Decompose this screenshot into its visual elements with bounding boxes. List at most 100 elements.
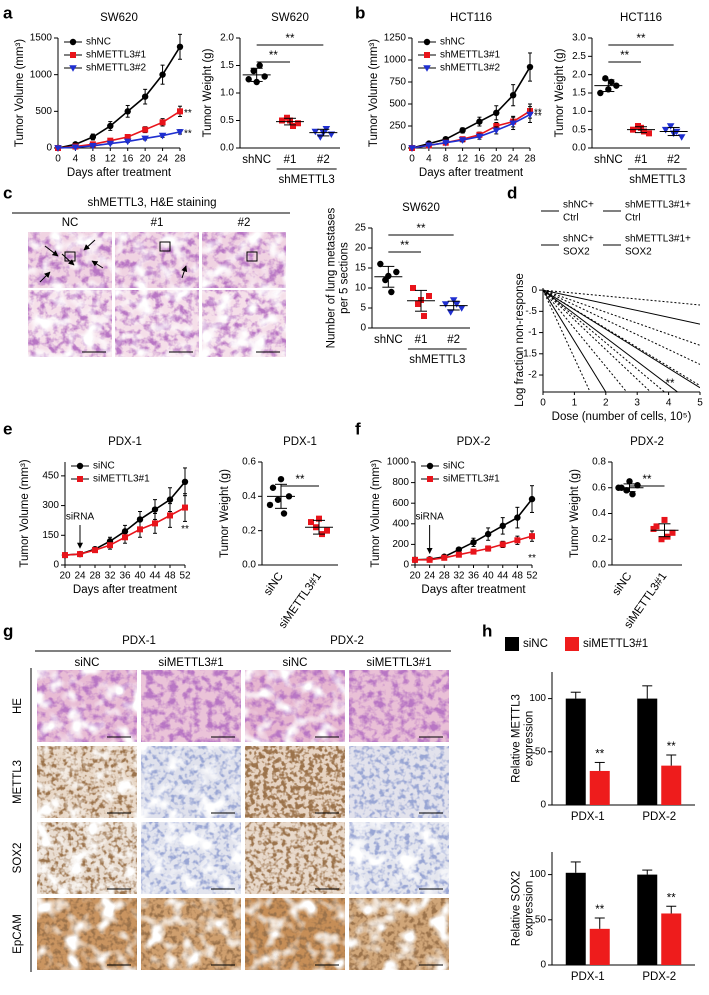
- tissue-texture: [37, 670, 137, 742]
- x-tick-label: #2: [447, 334, 460, 346]
- annotation: **: [181, 524, 189, 535]
- inset-box: [159, 241, 171, 252]
- annotation: siRNA: [66, 512, 95, 523]
- data-point: [597, 89, 604, 97]
- data-point: [107, 542, 113, 549]
- x-tick-label: 40: [483, 571, 495, 582]
- column-label: siMETTL3#1: [158, 657, 223, 669]
- data-point: [54, 145, 62, 152]
- y-axis-label: Number of lung metastases: [326, 207, 338, 348]
- data-point: [137, 526, 143, 533]
- y-axis-label: Tumor Weight (g): [569, 469, 581, 558]
- x-tick-label: PDX-2: [642, 971, 676, 983]
- data-point: [142, 126, 149, 133]
- data-point: [151, 506, 159, 513]
- x-tick-label: #1: [415, 334, 428, 346]
- data-point: [426, 556, 433, 563]
- legend-label: shMETTL3#1: [86, 50, 146, 61]
- data-point: [311, 128, 320, 136]
- x-tick-label: 8: [90, 154, 96, 165]
- ci-line: [543, 289, 700, 306]
- x-tick-label: 0: [409, 154, 415, 165]
- x-tick-label: 12: [105, 154, 117, 165]
- x-axis-label: Days after treatment: [73, 584, 178, 596]
- x-axis-label: Dose (number of cells, 10⁵): [552, 411, 692, 423]
- legend-marker: [76, 462, 84, 470]
- group-label: shMETTL3: [629, 174, 685, 186]
- data-point: [650, 525, 657, 532]
- tissue-texture: [245, 670, 345, 742]
- data-point: [677, 134, 686, 141]
- data-point: [457, 305, 466, 312]
- data-point: [446, 309, 455, 316]
- x-tick-label: 24: [157, 154, 169, 165]
- chart-title: PDX-1: [283, 436, 317, 448]
- y-axis-label: Tumor Volume (mm³): [368, 39, 380, 147]
- data-point: [89, 143, 97, 150]
- chart-title: SW620: [100, 12, 138, 24]
- y-axis-label: expression: [524, 711, 536, 767]
- data-point: [408, 145, 416, 152]
- y-tick-label: 1000: [384, 55, 407, 66]
- data-point: [493, 123, 500, 129]
- data-point: [509, 120, 517, 128]
- annotation: **: [595, 904, 604, 916]
- data-point: [393, 268, 400, 276]
- column-label: siMETTL3#1: [366, 657, 431, 669]
- y-tick-label: 0.0: [592, 560, 606, 571]
- significance-label: **: [637, 33, 646, 45]
- data-point: [529, 533, 535, 540]
- annotation: **: [667, 741, 676, 753]
- data-point: [152, 520, 158, 527]
- data-point: [290, 123, 296, 129]
- y-axis-label: expression: [524, 881, 536, 937]
- x-tick-label: 16: [122, 154, 134, 165]
- y-tick-label: 0.8: [592, 457, 606, 468]
- group-label: PDX-1: [122, 635, 156, 647]
- estimate-line: [543, 289, 700, 325]
- inset-box: [246, 251, 258, 262]
- data-point: [261, 73, 268, 80]
- y-tick-label: 500: [35, 106, 52, 117]
- significance-label: **: [286, 33, 295, 45]
- legend-marker: [69, 38, 77, 46]
- y-tick-label: 0.6: [592, 482, 606, 493]
- legend-label: shMETTL3#1: [440, 50, 500, 61]
- data-point: [274, 496, 282, 503]
- legend-swatch: [505, 637, 519, 651]
- x-tick-label: 20: [491, 154, 503, 165]
- x-tick-label: 16: [474, 154, 486, 165]
- y-tick-label: 0: [540, 800, 546, 811]
- significance-label: **: [417, 223, 426, 235]
- bar: [637, 698, 658, 805]
- y-tick-label: 1000: [30, 69, 53, 80]
- tissue-texture: [28, 232, 112, 288]
- data-point: [410, 285, 416, 291]
- legend-marker: [69, 65, 77, 72]
- column-label: siNC: [75, 657, 100, 669]
- y-tick-label: -.5: [525, 306, 537, 317]
- panel-label: a: [3, 3, 13, 22]
- legend-marker: [424, 52, 430, 58]
- x-tick-label: siNC: [610, 571, 634, 598]
- data-point: [107, 137, 114, 144]
- significance-label: **: [400, 240, 409, 252]
- data-point: [316, 515, 322, 522]
- y-axis-label: Tumor Volume (mm³): [19, 459, 31, 567]
- data-point: [661, 516, 668, 523]
- x-tick-label: 28: [439, 571, 451, 582]
- y-tick-label: 0: [400, 143, 406, 154]
- y-tick-label: 1.5: [572, 88, 586, 99]
- x-tick-label: 44: [497, 571, 509, 582]
- x-tick-label: 52: [179, 571, 191, 582]
- legend-swatch: [565, 637, 579, 651]
- significance-label: **: [643, 474, 652, 486]
- annotation: **: [666, 378, 675, 390]
- data-point: [626, 478, 633, 485]
- data-point: [452, 301, 461, 308]
- y-tick-label: 1.0: [220, 88, 234, 99]
- data-point: [514, 514, 521, 521]
- tissue-texture: [37, 746, 137, 818]
- data-point: [295, 120, 301, 127]
- data-point: [250, 67, 257, 75]
